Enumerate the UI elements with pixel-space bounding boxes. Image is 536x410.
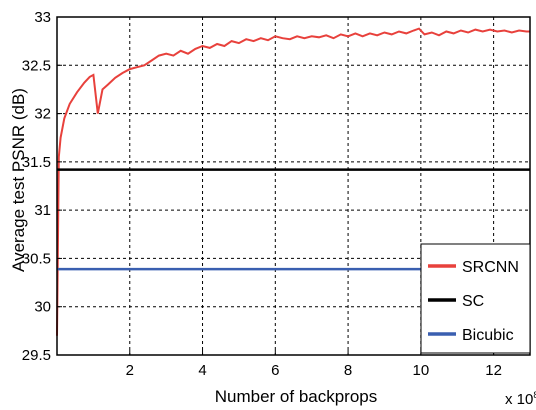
y-axis-label: Average test PSNR (dB) (9, 88, 28, 272)
y-tick-label: 29.5 (22, 347, 51, 364)
x-tick-label: 12 (485, 362, 502, 379)
x-axis-multiplier-exponent: 8 (533, 390, 536, 400)
series-line-srcnn (56, 27, 530, 336)
x-axis-multiplier-base: x 10 (505, 391, 533, 408)
tick-labels: 2 4 6 8 10 12 29.5 30 30.5 31 31.5 32 32.5 33 (22, 9, 502, 379)
y-tick-label: 31 (34, 202, 51, 219)
legend-label-bicubic: Bicubic (462, 327, 514, 344)
plot-frame (56, 16, 531, 356)
y-tick-label: 30.5 (22, 250, 51, 267)
legend-label-sc: SC (462, 293, 484, 310)
x-tick-label: 10 (413, 362, 430, 379)
legend-label-srcnn: SRCNN (462, 259, 519, 276)
x-tick-label: 2 (126, 362, 134, 379)
x-axis-multiplier: x 108 (505, 390, 536, 408)
x-tick-label: 6 (271, 362, 279, 379)
x-axis-label: Number of backprops (215, 387, 378, 406)
x-tick-label: 4 (198, 362, 206, 379)
y-tick-label: 31.5 (22, 154, 51, 171)
axes (56, 16, 531, 356)
legend: SRCNN SC Bicubic (420, 243, 531, 354)
grid (57, 17, 530, 355)
y-tick-label: 30 (34, 299, 51, 316)
x-tick-label: 8 (344, 362, 352, 379)
y-tick-label: 32 (34, 106, 51, 123)
y-tick-label: 33 (34, 9, 51, 26)
y-tick-label: 32.5 (22, 57, 51, 74)
